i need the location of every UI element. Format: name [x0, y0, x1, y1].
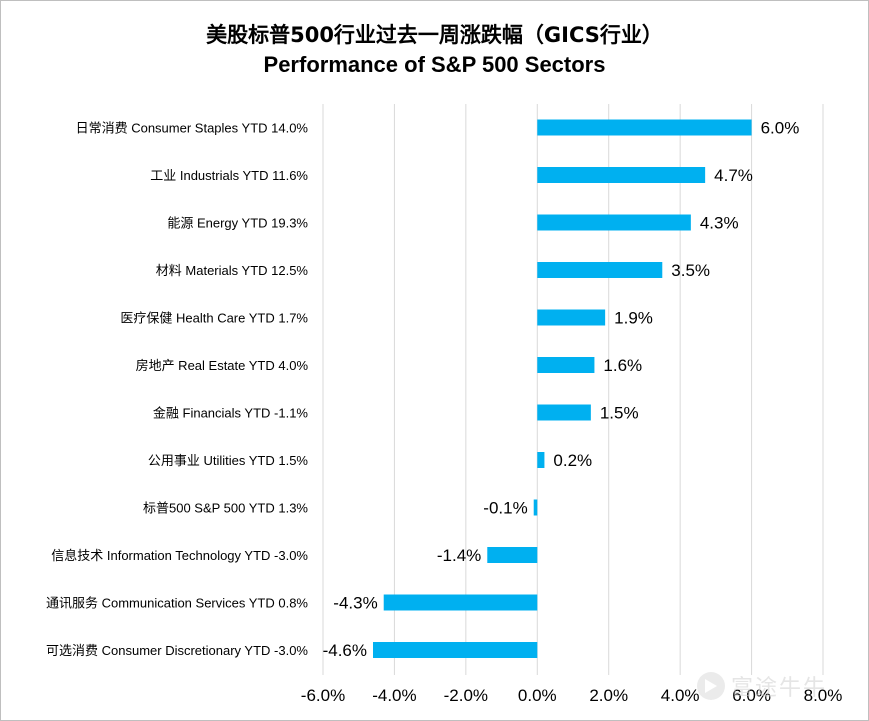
- bar: [537, 167, 706, 183]
- chart-title-en: Performance of S&P 500 Sectors: [263, 52, 606, 77]
- data-label: 1.5%: [600, 404, 639, 423]
- x-tick-label: -6.0%: [301, 686, 345, 705]
- category-label: 材料 Materials YTD 12.5%: [156, 263, 309, 278]
- data-label: 1.9%: [614, 309, 653, 328]
- bar: [537, 262, 663, 278]
- bar: [533, 499, 538, 516]
- bar: [537, 309, 606, 326]
- category-label: 标普500 S&P 500 YTD 1.3%: [143, 501, 308, 516]
- chart-title-zh: 美股标普500行业过去一周涨跌幅（GICS行业）: [206, 23, 663, 47]
- bar: [383, 594, 538, 611]
- category-label: 通讯服务 Communication Services YTD 0.8%: [46, 596, 308, 611]
- x-tick-label: 2.0%: [589, 686, 628, 705]
- data-label: 1.6%: [603, 356, 642, 375]
- category-label: 日常消费 Consumer Staples YTD 14.0%: [76, 121, 309, 136]
- data-label: 6.0%: [761, 119, 800, 138]
- x-tick-label: -2.0%: [444, 686, 488, 705]
- category-label: 金融 Financials YTD -1.1%: [153, 406, 309, 421]
- watermark-text: 富途牛牛: [731, 676, 828, 701]
- data-label: 0.2%: [553, 451, 592, 470]
- x-tick-label: -4.0%: [372, 686, 416, 705]
- bar: [537, 119, 752, 136]
- category-label: 房地产 Real Estate YTD 4.0%: [136, 358, 309, 373]
- category-label: 公用事业 Utilities YTD 1.5%: [148, 453, 309, 468]
- data-label: -4.6%: [323, 641, 367, 660]
- data-label: 4.3%: [700, 214, 739, 233]
- x-tick-label: 8.0%: [804, 686, 843, 705]
- data-label: 3.5%: [671, 261, 710, 280]
- bar: [537, 214, 691, 231]
- data-label: -4.3%: [333, 594, 377, 613]
- category-label: 信息技术 Information Technology YTD -3.0%: [51, 548, 308, 563]
- data-label: -1.4%: [437, 546, 481, 565]
- bar: [373, 642, 538, 658]
- x-tick-label: 6.0%: [732, 686, 771, 705]
- bar: [537, 404, 591, 421]
- bar: [537, 452, 545, 468]
- futu-logo-icon: [697, 672, 725, 700]
- x-tick-label: 0.0%: [518, 686, 557, 705]
- watermark: 富途牛牛: [697, 668, 857, 704]
- category-label: 能源 Energy YTD 19.3%: [167, 216, 308, 231]
- data-label: -0.1%: [483, 499, 527, 518]
- data-label: 4.7%: [714, 166, 753, 185]
- category-label: 医疗保健 Health Care YTD 1.7%: [120, 311, 308, 326]
- bar: [537, 357, 595, 373]
- category-label: 工业 Industrials YTD 11.6%: [150, 168, 308, 183]
- category-label: 可选消费 Consumer Discretionary YTD -3.0%: [46, 643, 308, 658]
- x-tick-label: 4.0%: [661, 686, 700, 705]
- bar: [487, 547, 538, 563]
